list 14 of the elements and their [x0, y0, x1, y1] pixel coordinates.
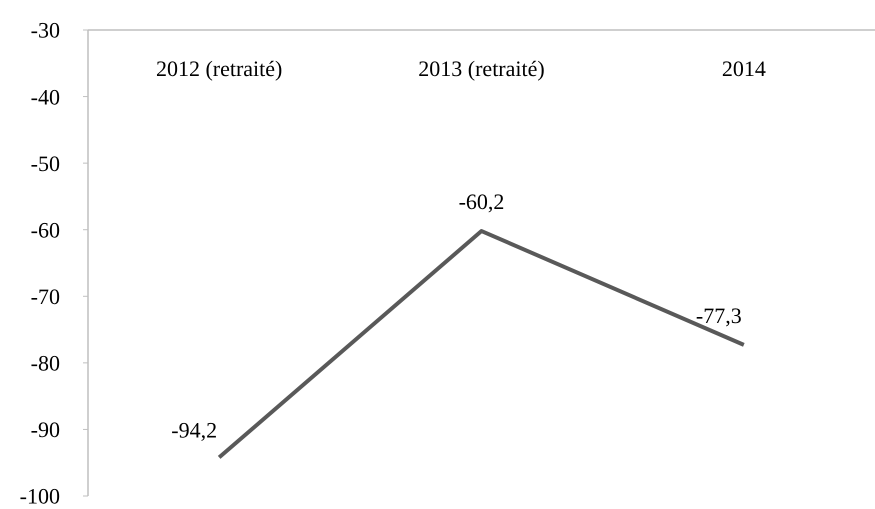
y-tick-label: -60 — [30, 217, 60, 242]
x-tick-label: 2014 — [722, 56, 766, 81]
data-label: -94,2 — [171, 417, 218, 442]
y-tick-label: -50 — [30, 150, 60, 176]
y-tick-label: -30 — [30, 18, 60, 43]
y-tick-label: -40 — [30, 84, 60, 110]
x-tick-label: 2013 (retraité) — [418, 56, 545, 81]
data-label: -60,2 — [458, 189, 504, 214]
y-tick-label: -90 — [30, 417, 60, 442]
y-tick-label: -100 — [20, 484, 60, 509]
data-label: -77,3 — [696, 302, 742, 328]
y-tick-label: -80 — [30, 350, 60, 376]
x-tick-label: 2012 (retraité) — [156, 56, 282, 81]
y-tick-label: -70 — [30, 284, 60, 309]
